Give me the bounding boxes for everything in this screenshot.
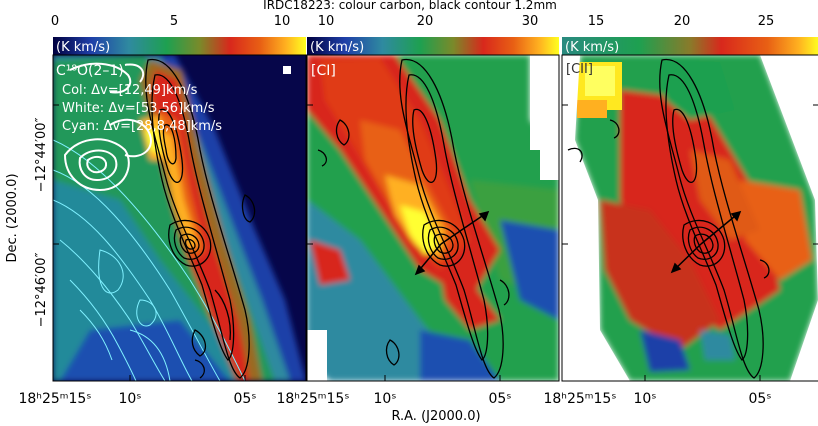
panel-label-ci: [CI] xyxy=(311,63,336,79)
xtick-label: 05ˢ xyxy=(748,391,771,407)
ytick-label: −12°44′00″ xyxy=(34,117,49,192)
xtick-label: 18ʰ25ᵐ15ˢ xyxy=(18,391,91,407)
panel-label-cii: [CII] xyxy=(566,62,593,77)
cbar1-tick: 0 xyxy=(51,14,59,29)
panel-cii xyxy=(562,55,818,381)
colorbar-2 xyxy=(307,37,559,55)
cbar2-tick: 30 xyxy=(522,14,539,29)
legend-line-white: White: Δv=[53,56]km/s xyxy=(62,101,215,116)
colorbar-unit-3: (K km/s) xyxy=(565,40,619,55)
colorbar-ticks-2: 10 20 30 xyxy=(318,14,539,29)
xtick-label: 10ˢ xyxy=(633,391,656,407)
xtick-label: 05ˢ xyxy=(488,391,511,407)
cbar1-tick: 10 xyxy=(274,14,291,29)
colorbar-ticks-3: 15 20 25 xyxy=(588,14,775,29)
cbar1-tick: 5 xyxy=(170,14,178,29)
colorbar-ticks-1: 0 5 10 xyxy=(51,14,290,29)
colorbar-unit-1: (K km/s) xyxy=(56,40,110,55)
panel-label-c18o: C¹⁸O(2–1) xyxy=(56,63,124,79)
legend-line-col: Col: Δv=[12,49]km/s xyxy=(62,83,198,98)
panel-cii-frame xyxy=(561,54,818,382)
cbar3-tick: 20 xyxy=(674,14,691,29)
panel-ci xyxy=(307,55,559,381)
xtick-label: 05ˢ xyxy=(233,391,256,407)
panel-c18o xyxy=(53,55,306,381)
colorbar-3 xyxy=(562,37,818,55)
colorbar-unit-2: (K km/s) xyxy=(310,40,364,55)
xtick-label: 18ʰ25ᵐ15ˢ xyxy=(276,391,349,407)
panel-c18o-frame xyxy=(52,54,307,382)
cbar2-tick: 20 xyxy=(417,14,434,29)
xtick-label: 18ʰ25ᵐ15ˢ xyxy=(543,391,616,407)
x-axis-label: R.A. (J2000.0) xyxy=(391,409,480,424)
cbar3-tick: 15 xyxy=(588,14,605,29)
xtick-label: 10ˢ xyxy=(373,391,396,407)
colorbar-1 xyxy=(53,37,306,55)
panel-ci-frame xyxy=(306,54,560,382)
xtick-label: 10ˢ xyxy=(118,391,141,407)
legend-line-cyan: Cyan: Δv=[28,8,48]km/s xyxy=(62,119,222,134)
axis-ticks xyxy=(53,104,818,381)
y-axis-label: Dec. (2000.0) xyxy=(5,173,20,262)
ytick-label: −12°46′00″ xyxy=(34,252,49,327)
cbar2-tick: 10 xyxy=(318,14,335,29)
cbar3-tick: 25 xyxy=(758,14,775,29)
figure-title: IRDC18223: colour carbon, black contour … xyxy=(263,0,557,12)
